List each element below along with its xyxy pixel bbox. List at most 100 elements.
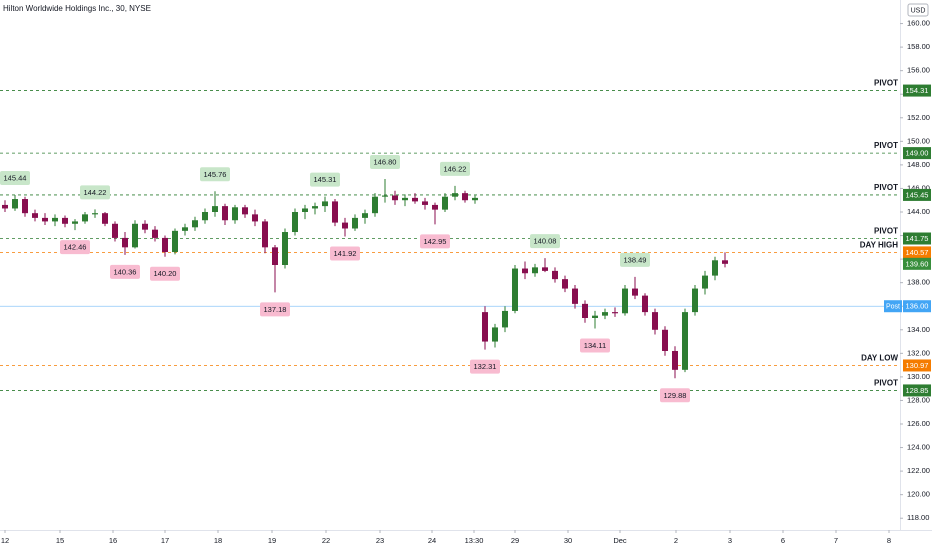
x-tick-label: 15: [56, 536, 64, 545]
candle-body: [282, 232, 288, 265]
x-tick-label: 22: [322, 536, 330, 545]
x-tick-label: 29: [511, 536, 519, 545]
level-tag: [903, 246, 931, 259]
x-tick-label: 19: [268, 536, 276, 545]
level-name: PIVOT: [874, 227, 898, 236]
chart-title: Hilton Worldwide Holdings Inc., 30, NYSE: [3, 4, 151, 13]
low-label-box: [110, 264, 140, 279]
candle-body: [552, 270, 558, 280]
low-label-box: [470, 359, 500, 374]
y-tick-label: 122.00: [907, 466, 930, 475]
candle-body: [32, 213, 38, 218]
high-label-box: [80, 185, 110, 200]
high-label: 144.22: [84, 188, 107, 197]
candle-body: [12, 199, 18, 209]
low-label-box: [420, 234, 450, 249]
candle-body: [222, 206, 228, 221]
candle-body: [592, 315, 598, 318]
low-label: 142.46: [64, 243, 87, 252]
high-label: 145.44: [4, 174, 27, 183]
x-tick-label: 8: [887, 536, 891, 545]
level-tag: [903, 300, 931, 313]
x-tick-label: Dec: [613, 536, 627, 545]
level-value: 149.00: [906, 149, 929, 158]
candle-body: [422, 201, 428, 205]
level-name: PIVOT: [874, 183, 898, 192]
candle-body: [472, 197, 478, 201]
low-label-box: [660, 388, 690, 403]
y-tick-label: 144.00: [907, 207, 930, 216]
candle-body: [62, 217, 68, 224]
candle-body: [392, 195, 398, 201]
level-value: 130.97: [906, 361, 929, 370]
candle-body: [82, 214, 88, 222]
candle-body: [152, 229, 158, 238]
x-tick-label: 3: [728, 536, 732, 545]
candle-body: [52, 217, 58, 222]
low-label-box: [260, 302, 290, 317]
level-value: 136.00: [906, 302, 929, 311]
candle-body: [342, 222, 348, 229]
high-label-box: [310, 172, 340, 187]
x-tick-label: 7: [834, 536, 838, 545]
candle-body: [502, 310, 508, 328]
y-tick-label: 130.00: [907, 372, 930, 381]
candle-body: [182, 227, 188, 231]
y-tick-label: 120.00: [907, 490, 930, 499]
candle-body: [312, 206, 318, 209]
x-tick-label: 16: [109, 536, 117, 545]
currency-box: [907, 3, 929, 17]
high-label-box: [620, 252, 650, 267]
x-tick-label: 13:30: [465, 536, 484, 545]
high-label-box: [0, 171, 30, 186]
high-label: 140.08: [534, 237, 557, 246]
candle-body: [522, 268, 528, 274]
y-tick-label: 134.00: [907, 325, 930, 334]
x-tick-label: 30: [564, 536, 572, 545]
y-tick-label: 124.00: [907, 443, 930, 452]
level-value: 141.75: [906, 234, 929, 243]
candle-body: [132, 223, 138, 248]
candle-body: [402, 197, 408, 201]
candle-body: [382, 195, 388, 197]
candle-body: [332, 201, 338, 223]
candle-body: [352, 217, 358, 229]
last-price-tag: [903, 257, 931, 270]
candle-body: [652, 312, 658, 330]
candle-body: [532, 267, 538, 274]
low-label: 140.36: [114, 267, 137, 276]
y-tick-label: 128.00: [907, 395, 930, 404]
candle-body: [142, 223, 148, 230]
candle-body: [172, 230, 178, 253]
level-tag: [903, 84, 931, 97]
candle-body: [562, 279, 568, 289]
candle-body: [572, 288, 578, 304]
y-tick-label: 118.00: [907, 513, 929, 522]
candle-body: [582, 303, 588, 318]
high-label: 138.49: [624, 255, 647, 264]
level-name: DAY LOW: [861, 354, 898, 363]
level-value: 154.31: [906, 86, 929, 95]
candle-body: [122, 237, 128, 248]
level-name: Post: [886, 304, 900, 311]
candle-body: [512, 268, 518, 311]
x-tick-label: 23: [376, 536, 384, 545]
candle-body: [292, 212, 298, 233]
low-label-box: [330, 246, 360, 261]
high-label: 146.80: [374, 158, 397, 167]
level-name: PIVOT: [874, 79, 898, 88]
candle-body: [42, 217, 48, 222]
x-tick-label: 12: [1, 536, 9, 545]
level-name: PIVOT: [874, 141, 898, 150]
x-tick-label: 17: [161, 536, 169, 545]
low-label: 134.11: [584, 341, 606, 350]
candle-body: [702, 275, 708, 289]
candle-body: [412, 197, 418, 202]
high-label: 146.22: [444, 164, 467, 173]
candle-body: [542, 267, 548, 271]
low-label: 137.18: [264, 305, 287, 314]
low-label: 140.20: [154, 269, 177, 278]
y-tick-label: 152.00: [907, 113, 930, 122]
candle-body: [302, 208, 308, 212]
